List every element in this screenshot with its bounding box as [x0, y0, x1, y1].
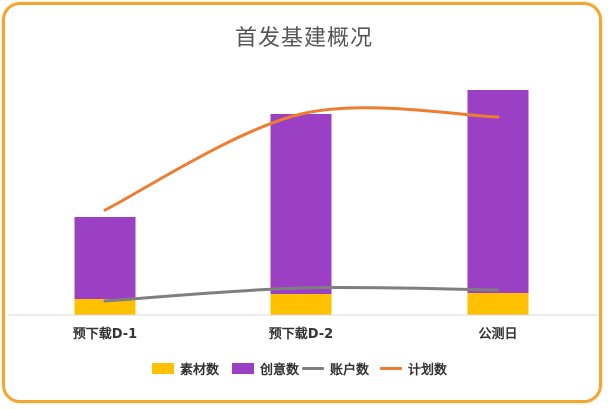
- legend-swatch-creatives: [232, 362, 254, 374]
- x-tick-label-1: 预下载D-2: [269, 326, 333, 342]
- legend-swatch-materials: [152, 362, 174, 374]
- legend-label-plans: 计划数: [408, 362, 448, 378]
- legend-item-materials: 素材数: [152, 357, 219, 379]
- legend-item-accounts: 账户数: [302, 357, 369, 379]
- bar-materials-0: [74, 299, 136, 315]
- legend-swatch-accounts: [302, 366, 324, 370]
- chart-title: 首发基建概况: [234, 26, 373, 51]
- x-tick-label-2: 公测日: [478, 326, 517, 342]
- bar-creatives-2: [467, 90, 529, 293]
- bar-materials-1: [270, 294, 332, 315]
- legend-label-materials: 素材数: [180, 362, 220, 378]
- line-accounts: [103, 285, 500, 303]
- legend-label-creatives: 创意数: [260, 362, 300, 378]
- chart-legend: 素材数 创意数 账户数 计划数: [0, 357, 608, 379]
- line-plans: [103, 106, 500, 212]
- legend-item-creatives: 创意数: [232, 357, 299, 379]
- bar-materials-2: [467, 293, 529, 315]
- bar-creatives-0: [74, 217, 136, 299]
- bar-creatives-1: [270, 114, 332, 294]
- legend-item-plans: 计划数: [380, 357, 447, 379]
- legend-label-accounts: 账户数: [330, 362, 370, 378]
- x-tick-label-0: 预下载D-1: [73, 326, 137, 342]
- legend-swatch-plans: [380, 366, 402, 370]
